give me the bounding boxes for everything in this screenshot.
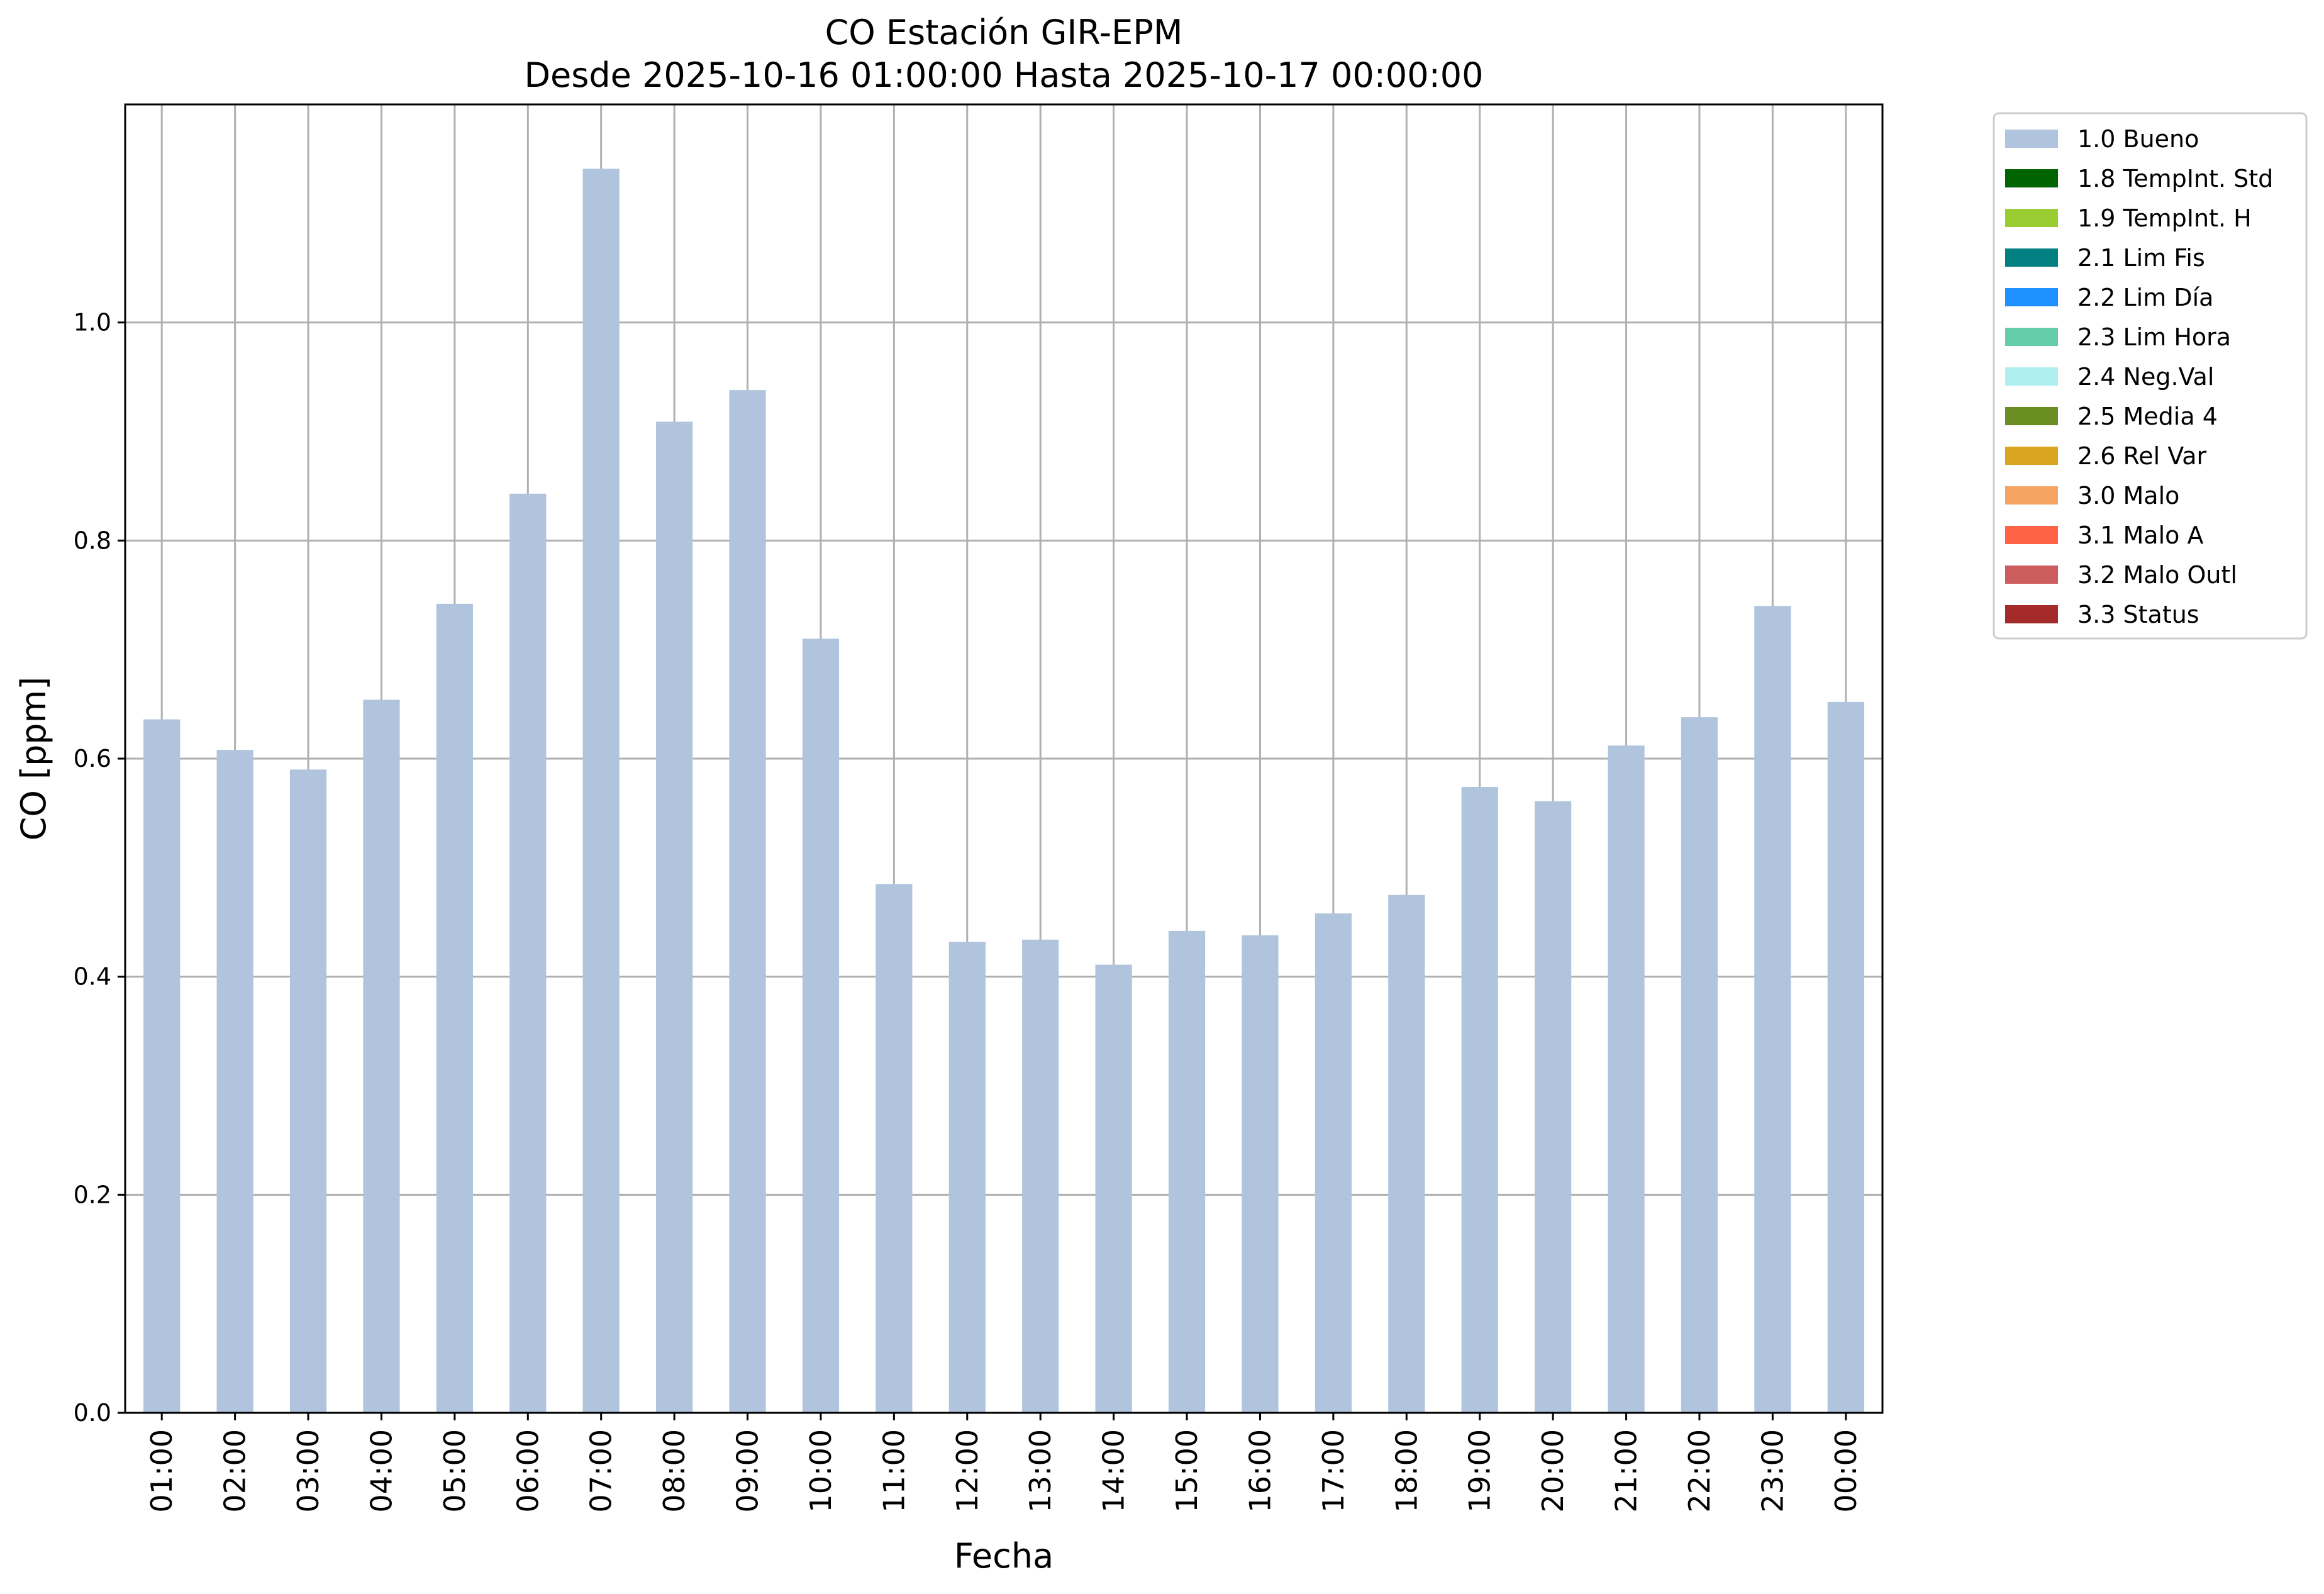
bar <box>1168 930 1206 1413</box>
x-axis: 01:00 02:00 03:00 04:00 05:00 06:00 07:00 08:00… <box>145 1413 1863 1513</box>
bar <box>1388 895 1425 1413</box>
x-tick-label: 21:00 <box>1610 1429 1643 1513</box>
x-tick-label: 22:00 <box>1682 1429 1716 1513</box>
bar <box>143 719 181 1413</box>
x-tick-label: 15:00 <box>1170 1429 1204 1513</box>
legend-swatch <box>2005 367 2058 386</box>
y-tick-label: 1.0 <box>74 309 111 337</box>
legend-label: 3.3 Status <box>2077 601 2199 628</box>
bar <box>1461 787 1498 1413</box>
bar <box>582 169 620 1413</box>
bar <box>1827 701 1864 1413</box>
bar <box>289 769 327 1413</box>
legend-label: 3.0 Malo <box>2077 482 2179 510</box>
legend-swatch <box>2005 447 2058 465</box>
x-tick-label: 12:00 <box>950 1429 984 1513</box>
x-tick-label: 06:00 <box>511 1429 545 1513</box>
x-tick-label: 16:00 <box>1243 1429 1277 1513</box>
legend-swatch <box>2005 328 2058 346</box>
chart-title-line1: CO Estación GIR-EPM <box>825 13 1183 52</box>
x-tick-label: 01:00 <box>145 1429 179 1513</box>
legend-swatch <box>2005 407 2058 425</box>
x-tick-label: 05:00 <box>438 1429 472 1513</box>
x-tick-label: 00:00 <box>1829 1429 1863 1513</box>
y-tick-label: 0.4 <box>74 963 111 991</box>
y-tick-label: 0.6 <box>74 745 111 772</box>
legend-swatch <box>2005 605 2058 623</box>
bar <box>802 638 840 1413</box>
x-tick-label: 09:00 <box>731 1429 765 1513</box>
y-tick-label: 0.2 <box>74 1181 111 1208</box>
legend-label: 2.4 Neg.Val <box>2077 363 2214 391</box>
y-tick-label: 0.0 <box>74 1399 111 1427</box>
x-tick-label: 10:00 <box>804 1429 838 1513</box>
bar <box>509 493 547 1413</box>
y-tick-label: 0.8 <box>74 527 111 554</box>
legend-label: 2.5 Media 4 <box>2077 403 2218 430</box>
x-tick-label: 07:00 <box>584 1429 618 1513</box>
x-tick-label: 02:00 <box>218 1429 252 1513</box>
x-tick-label: 23:00 <box>1755 1429 1789 1513</box>
legend-label: 3.2 Malo Outl <box>2077 561 2237 589</box>
legend-swatch <box>2005 248 2058 267</box>
bar <box>1681 717 1718 1413</box>
bar <box>1022 939 1059 1413</box>
x-tick-label: 08:00 <box>657 1429 691 1513</box>
x-tick-label: 03:00 <box>291 1429 325 1513</box>
legend-label: 2.1 Lim Fis <box>2077 244 2205 272</box>
bar <box>656 421 693 1413</box>
legend-swatch <box>2005 209 2058 227</box>
y-axis-label: CO [ppm] <box>14 677 53 841</box>
legend-label: 2.2 Lim Día <box>2077 284 2213 311</box>
bar <box>363 699 400 1413</box>
x-axis-label: Fecha <box>954 1536 1054 1576</box>
legend-swatch <box>2005 486 2058 504</box>
bar <box>729 390 766 1413</box>
x-tick-label: 13:00 <box>1023 1429 1057 1513</box>
legend-label: 1.9 TempInt. H <box>2077 204 2252 232</box>
legend-swatch <box>2005 288 2058 306</box>
bar <box>1315 913 1352 1413</box>
legend-label: 3.1 Malo A <box>2077 521 2203 549</box>
legend-label: 1.8 TempInt. Std <box>2077 165 2273 192</box>
legend-swatch <box>2005 130 2058 148</box>
bar <box>1095 964 1132 1413</box>
x-tick-label: 04:00 <box>364 1429 398 1513</box>
legend: 1.0 Bueno 1.8 TempInt. Std 1.9 TempInt. H 2… <box>1993 112 2308 640</box>
legend-label: 2.3 Lim Hora <box>2077 323 2231 351</box>
y-axis: 0.0 0.2 0.4 0.6 0.8 1.0 <box>74 309 125 1427</box>
chart-title-line2: Desde 2025-10-16 01:00:00 Hasta 2025-10-… <box>524 55 1483 95</box>
bar <box>1754 606 1791 1413</box>
legend-swatch <box>2005 566 2058 584</box>
x-tick-label: 11:00 <box>877 1429 911 1513</box>
legend-label: 1.0 Bueno <box>2077 125 2199 153</box>
x-tick-label: 20:00 <box>1536 1429 1570 1513</box>
bar <box>948 942 986 1413</box>
legend-box <box>1993 112 2308 640</box>
bar <box>216 750 253 1413</box>
bar <box>876 884 913 1413</box>
bar <box>1608 745 1645 1413</box>
x-tick-label: 14:00 <box>1097 1429 1131 1513</box>
bar <box>436 603 473 1413</box>
legend-swatch <box>2005 526 2058 544</box>
legend-label: 2.6 Rel Var <box>2077 442 2207 470</box>
x-tick-label: 18:00 <box>1389 1429 1423 1513</box>
bars <box>143 169 1864 1413</box>
legend-swatch <box>2005 169 2058 187</box>
bar <box>1535 801 1572 1413</box>
x-tick-label: 19:00 <box>1463 1429 1497 1513</box>
x-tick-label: 17:00 <box>1316 1429 1350 1513</box>
bar <box>1242 935 1279 1413</box>
